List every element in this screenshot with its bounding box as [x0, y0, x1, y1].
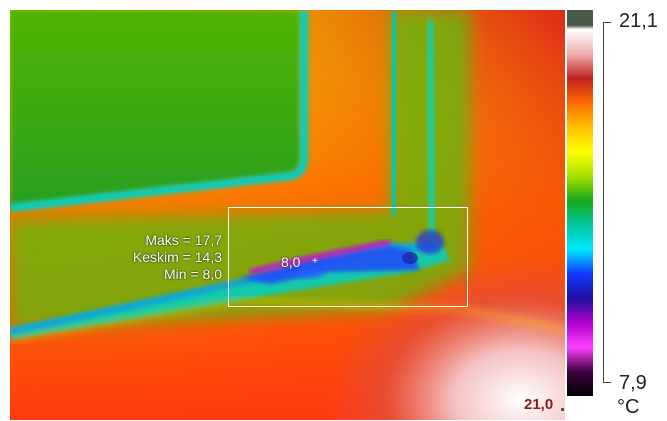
scale-max-label: 21,1: [619, 10, 658, 32]
corner-temperature-readout: 21,0: [524, 396, 554, 413]
min-temperature-label: Min = 8,0: [164, 266, 222, 282]
scale-bracket: [603, 22, 611, 383]
color-scale-bar: [567, 10, 593, 396]
average-temperature-label: Keskim = 14,3: [132, 249, 222, 265]
emissivity-dot-icon: [561, 408, 564, 411]
max-temperature-label: Maks = 17,7: [145, 232, 222, 248]
spot-marker-icon[interactable]: +: [312, 256, 318, 267]
area-statistics: Maks = 17,7 Keskim = 14,3 Min = 8,0: [108, 232, 222, 283]
scale-unit-label: °C: [617, 396, 640, 418]
measurement-area-box[interactable]: [228, 207, 468, 307]
thermal-image: [10, 10, 565, 420]
spot-temperature-label: 8,0: [281, 254, 301, 270]
scale-min-label: 7,9: [619, 372, 647, 394]
